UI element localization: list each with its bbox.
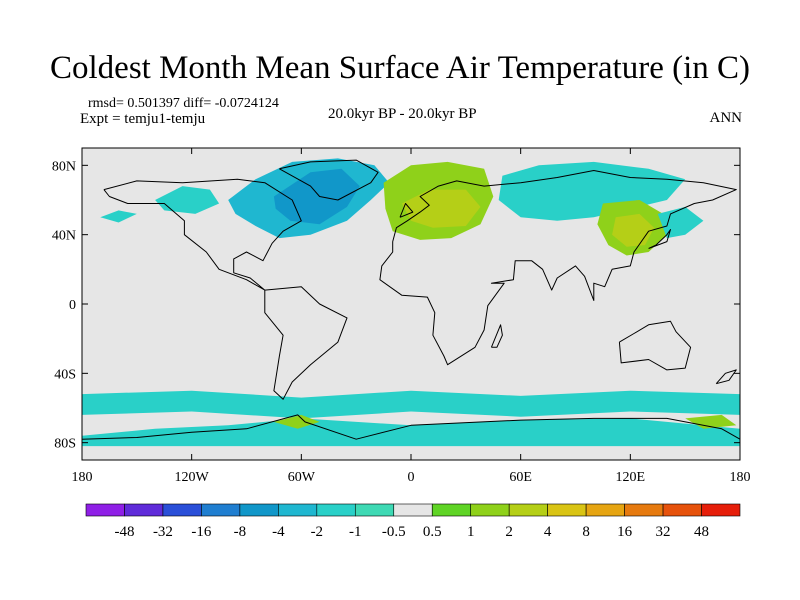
rmsd-value: 0.501397 (127, 96, 180, 111)
period-label: 20.0kyr BP - 20.0kyr BP (328, 106, 477, 122)
rmsd-label: rmsd= (88, 96, 124, 111)
legend-swatch (85, 503, 125, 517)
diff-value: -0.0724124 (214, 96, 279, 111)
anomaly-region-west-canada (155, 186, 220, 214)
coastline-south-america (264, 286, 348, 400)
legend-label: 2 (505, 524, 513, 540)
coastline-eurasia-africa (379, 170, 737, 366)
legend-swatch (162, 503, 202, 517)
y-tick-label: 0 (69, 298, 76, 313)
legend-label: -16 (191, 524, 211, 540)
legend-swatch (124, 503, 164, 517)
legend-swatch (701, 503, 741, 517)
legend-swatch (278, 503, 318, 517)
legend-swatch (354, 503, 395, 517)
coastline-uk (399, 203, 414, 218)
x-tick-label: 180 (730, 470, 751, 485)
season-label: ANN (709, 110, 743, 126)
legend-label: -0.5 (382, 524, 406, 540)
coastline-madagascar (490, 324, 503, 348)
coastline-north-america (103, 178, 302, 291)
legend-swatch (508, 503, 548, 517)
coastline-antarctica (82, 414, 740, 440)
legend-swatch (624, 503, 664, 517)
legend-swatch (316, 503, 356, 517)
color-legend: -48 -32 -16 -8 -4 -2 -1 -0.5 0.5 1 2 4 8 16 32 48 (85, 503, 741, 540)
anomaly-regions (82, 158, 740, 447)
plot-title: Coldest Month Mean Surface Air Temperatu… (50, 50, 750, 86)
anomaly-region-southern-ocean-band (82, 390, 740, 419)
coastlines (82, 159, 740, 440)
legend-swatch (431, 503, 472, 517)
x-axis: 180 120W 60W 0 60E 120E 180 (72, 148, 751, 485)
y-tick-label: 80S (54, 437, 76, 452)
legend-label: -2 (311, 524, 324, 540)
legend-swatch (547, 503, 587, 517)
x-tick-label: 120E (616, 470, 646, 485)
anomaly-region-ross-green (685, 414, 737, 429)
legend-label: -48 (114, 524, 134, 540)
x-tick-label: 180 (72, 470, 93, 485)
legend-label: -4 (272, 524, 285, 540)
legend-swatch (239, 503, 279, 517)
legend-label: 1 (467, 524, 475, 540)
legend-label: 48 (694, 524, 709, 540)
y-tick-label: 40N (52, 229, 76, 244)
x-tick-label: 60W (288, 470, 316, 485)
anomaly-region-weddell-green (273, 414, 320, 429)
legend-swatch (201, 503, 241, 517)
stats-line: rmsd= 0.501397 diff= -0.0724124 (88, 96, 279, 112)
anomaly-region-antarctic-coast (82, 418, 740, 447)
coastline-new-zealand (715, 369, 737, 385)
y-axis: 80N 40N 0 40S 80S (52, 159, 740, 452)
legend-swatch (470, 503, 510, 517)
legend-label: -8 (234, 524, 247, 540)
legend-swatch (662, 503, 702, 517)
legend-label: 32 (656, 524, 671, 540)
anomaly-region-north-pacific-west (100, 210, 137, 223)
coastline-australia (618, 320, 692, 371)
legend-label: -32 (153, 524, 173, 540)
legend-label: 0.5 (423, 524, 442, 540)
legend-label: 4 (544, 524, 552, 540)
x-tick-label: 0 (408, 470, 415, 485)
y-tick-label: 40S (54, 367, 76, 382)
coastline-japan (648, 229, 671, 249)
anomaly-region-europe-core (401, 189, 481, 228)
legend-label: 8 (582, 524, 590, 540)
anomaly-region-greenland-core (273, 168, 360, 225)
y-tick-label: 80N (52, 159, 76, 174)
legend-label: 16 (617, 524, 633, 540)
legend-swatch (585, 503, 625, 517)
diff-label: diff= (183, 96, 212, 111)
legend-label: -1 (349, 524, 362, 540)
x-tick-label: 60E (509, 470, 532, 485)
experiment-label: Expt = temju1-temju (80, 111, 206, 127)
legend-swatch (393, 503, 433, 517)
x-tick-label: 120W (175, 470, 210, 485)
coastline-greenland (279, 159, 379, 201)
anomaly-region-japan-pacific (657, 206, 704, 239)
